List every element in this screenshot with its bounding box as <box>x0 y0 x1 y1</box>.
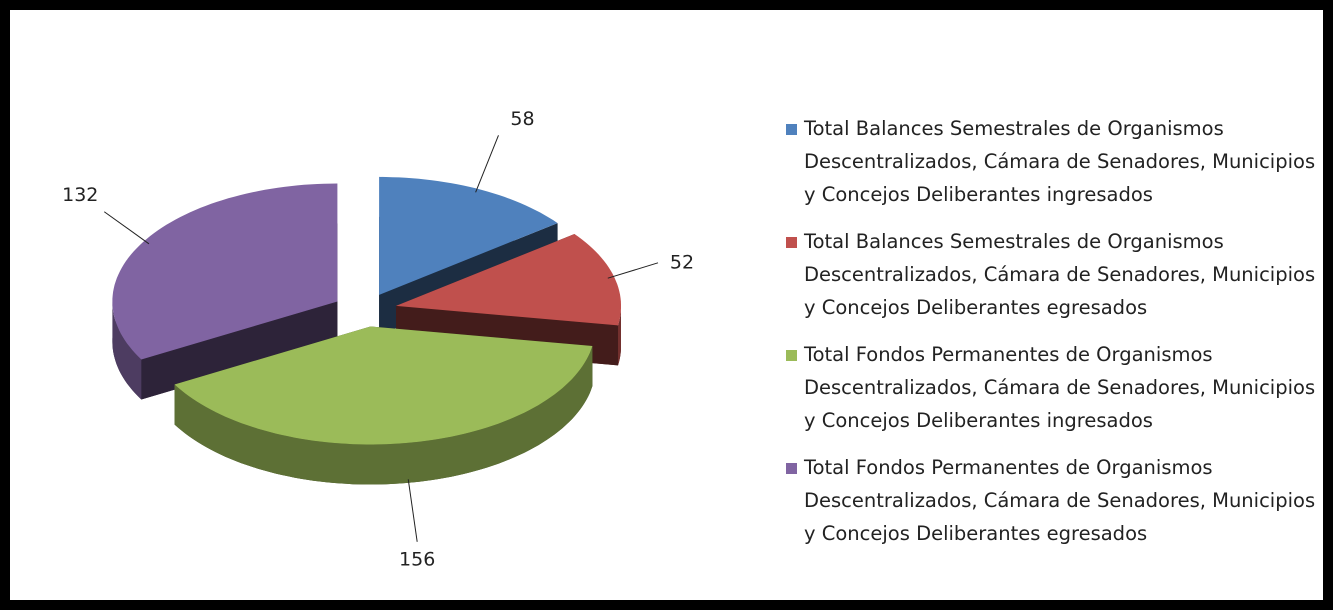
legend-swatch <box>786 237 797 248</box>
legend-label: Total Balances Semestrales de Organismos… <box>804 230 1316 319</box>
slice-top <box>174 326 593 445</box>
legend-item: Total Balances Semestrales de Organismos… <box>780 225 1320 324</box>
slice-edge <box>141 301 338 400</box>
data-label: 52 <box>670 251 694 273</box>
data-label: 58 <box>510 108 534 130</box>
legend-swatch <box>786 463 797 474</box>
slice-top <box>379 176 558 295</box>
leader-line <box>475 135 499 193</box>
legend-label: Total Balances Semestrales de Organismos… <box>804 117 1316 206</box>
legend-item: Total Balances Semestrales de Organismos… <box>780 112 1320 211</box>
slice <box>174 326 593 485</box>
leader-line <box>407 479 418 542</box>
legend-label: Total Fondos Permanentes de Organismos D… <box>804 343 1316 432</box>
data-label: 156 <box>399 548 435 570</box>
legend-label: Total Fondos Permanentes de Organismos D… <box>804 456 1316 545</box>
slice-side <box>174 346 593 485</box>
slice-top <box>112 183 338 360</box>
leader-line <box>607 262 659 279</box>
slice-side <box>618 305 621 366</box>
legend: Total Balances Semestrales de Organismos… <box>780 112 1320 564</box>
legend-swatch <box>786 350 797 361</box>
slice-side <box>112 301 142 400</box>
legend-item: Total Fondos Permanentes de Organismos D… <box>780 338 1320 437</box>
legend-item: Total Fondos Permanentes de Organismos D… <box>780 451 1320 550</box>
data-label: 132 <box>62 184 98 206</box>
legend-swatch <box>786 124 797 135</box>
slice-top <box>396 234 621 326</box>
pie-area: 58 52 156 132 <box>62 108 694 571</box>
leader-line <box>103 211 150 245</box>
